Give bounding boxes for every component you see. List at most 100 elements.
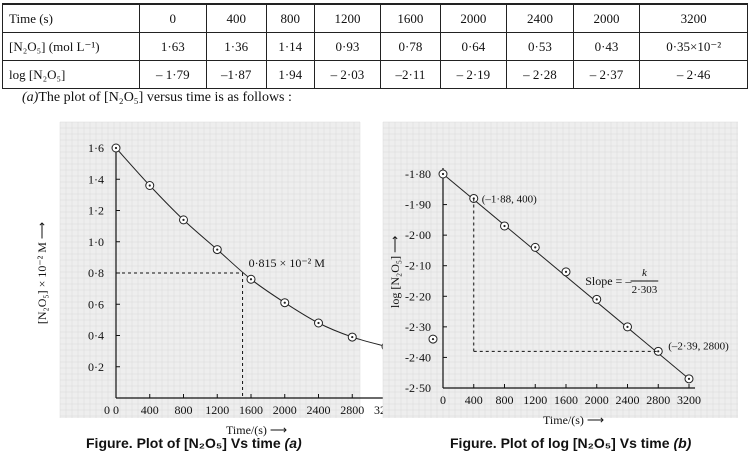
y-tick-label: 0·8 <box>88 266 104 280</box>
table-cell: 0·78 <box>380 32 441 61</box>
caption-a: Figure. Plot of [N₂O₅] Vs time (a) <box>86 435 302 451</box>
data-point-center <box>114 146 118 150</box>
x-tick-label: 1200 <box>205 403 229 417</box>
data-table: Time (s) 0 400 800 1200 1600 2000 2400 2000 3200[… <box>2 3 748 89</box>
table-cell: 2400 <box>506 3 574 33</box>
data-point-center <box>441 172 445 176</box>
x-tick-label: 2000 <box>585 393 609 407</box>
row-header: Time (s) <box>2 3 140 33</box>
caption-b-prefix: Figure. <box>450 435 497 451</box>
data-point-center <box>564 270 568 273</box>
plot-background <box>383 122 738 418</box>
slope-denominator: 2·303 <box>632 284 658 296</box>
y-tick-label: -1·90 <box>405 198 431 212</box>
table-cell: – 2·28 <box>506 60 574 89</box>
intro-text: (a)The plot of [N₂O₅] versus time is as … <box>22 90 292 106</box>
table-cell: – 2·46 <box>639 60 748 89</box>
table-cell: 0 <box>139 3 207 33</box>
caption-a-text: Plot of [N₂O₅] Vs time <box>136 435 281 451</box>
x-axis-label: Time/(s) ⟶ <box>543 413 604 427</box>
table-cell: 3200 <box>639 3 748 33</box>
table-row: [N₂O₅] (mol L⁻¹) 1·63 1·36 1·14 0·93 0·78 0·64… <box>2 32 748 61</box>
data-point-center <box>182 218 185 221</box>
data-point-center <box>249 278 253 281</box>
table-cell: 1·36 <box>205 32 267 61</box>
half-life-annotation: 0·815 × 10⁻² M <box>249 256 326 270</box>
y-tick-label: 0·4 <box>88 329 104 343</box>
table-cell: – 2·03 <box>313 60 382 89</box>
series-line <box>442 173 690 380</box>
table-cell: 0·64 <box>439 32 508 61</box>
table-cell: 1·63 <box>139 32 207 61</box>
data-point-center <box>657 350 660 353</box>
x-tick-label: 0 <box>440 393 446 407</box>
table-cell: 1·94 <box>265 60 315 89</box>
y-tick-label: 0·2 <box>88 360 104 374</box>
x-tick-label: 800 <box>496 393 514 407</box>
x-axis-label: Time/(s) ⟶ <box>226 423 287 437</box>
row-header: [N₂O₅] (mol L⁻¹) <box>2 32 140 61</box>
y-tick-label: 0·6 <box>88 297 104 311</box>
point-annotation: (–1·88, 400) <box>482 193 537 205</box>
y-axis-label: [N₂O₅] × 10⁻² M ⟶ <box>35 222 49 324</box>
y-tick-label: 1·6 <box>88 141 104 155</box>
y-tick-label: -2·00 <box>405 228 431 242</box>
data-point-center <box>626 325 629 328</box>
x-tick-label: 2000 <box>273 403 297 417</box>
data-point-center <box>595 298 598 301</box>
y-tick-label: -2·40 <box>405 350 431 364</box>
caption-b-text: Plot of log [N₂O₅] Vs time <box>500 435 670 451</box>
intro-sentence: The plot of [N₂O₅] versus time is as fol… <box>38 90 292 105</box>
table-cell: 1200 <box>313 3 382 33</box>
x-tick-label: 800 <box>175 403 193 417</box>
caption-a-prefix: Figure. <box>86 435 133 451</box>
slope-numerator: k <box>642 267 648 279</box>
data-point-center <box>148 184 151 187</box>
x-tick-label: 2400 <box>307 403 331 417</box>
table-cell: 2000 <box>572 3 641 33</box>
y-tick-label: 1·0 <box>88 235 104 249</box>
x-tick-label: 400 <box>465 393 483 407</box>
table-cell: 400 <box>205 3 267 33</box>
x-tick-label: 2800 <box>646 393 670 407</box>
intro-label: (a) <box>22 90 39 105</box>
y-tick-label: 1·4 <box>88 172 104 186</box>
chart-b: 0 400 800 1200 1600 2000 2400 2800 3200 -1·80 -1·9… <box>382 121 738 427</box>
y-tick-label: -2·20 <box>405 289 431 303</box>
table-cell: –1·87 <box>205 60 267 89</box>
y-tick-label: -2·50 <box>405 381 431 395</box>
data-point-center <box>351 335 354 339</box>
x-tick-label: 1600 <box>239 403 263 417</box>
y-tick-label: -1·80 <box>405 167 431 181</box>
caption-b: Figure. Plot of log [N₂O₅] Vs time (b) <box>450 435 691 451</box>
x-tick-label: 0 <box>113 403 119 417</box>
y-axis-label: log [N₂O₅] ⟶ <box>388 236 402 308</box>
x-tick-label: 1200 <box>523 393 547 407</box>
table-row: Time (s) 0 400 800 1200 1600 2000 2400 2000 3200 <box>2 3 748 33</box>
data-point-center <box>503 224 506 228</box>
table-cell: – 2·19 <box>439 60 508 89</box>
table-cell: 0·93 <box>313 32 382 61</box>
x-tick-label: 1600 <box>554 393 578 407</box>
row-header: log [N₂O₅] <box>2 60 140 89</box>
table-cell: 0·43 <box>572 32 641 61</box>
y-tick-label: 1·2 <box>88 204 104 218</box>
caption-b-suffix: (b) <box>673 435 692 451</box>
data-point-center <box>534 246 537 249</box>
table-cell: 2000 <box>439 3 508 33</box>
slope-label: Slope = – <box>585 274 632 288</box>
y-tick-label: -2·10 <box>405 259 431 273</box>
x-tick-label: 400 <box>141 403 159 417</box>
caption-a-suffix: (a) <box>284 435 302 451</box>
table-cell: 1·14 <box>265 32 315 61</box>
y-tick-label: -2·30 <box>405 320 431 334</box>
table-cell: – 2·37 <box>572 60 641 89</box>
x-tick-label: 2400 <box>616 393 640 407</box>
point-annotation: (–2·39, 2800) <box>668 340 729 352</box>
chart-a: 04008001200160020002400280032000·20·40·6… <box>35 121 398 437</box>
x-tick-label: 2800 <box>340 403 364 417</box>
data-point-center <box>283 301 286 304</box>
x-tick-label: 3200 <box>677 393 701 407</box>
table-cell: 800 <box>265 3 315 33</box>
table-cell: 0·35×10⁻² <box>639 32 748 61</box>
